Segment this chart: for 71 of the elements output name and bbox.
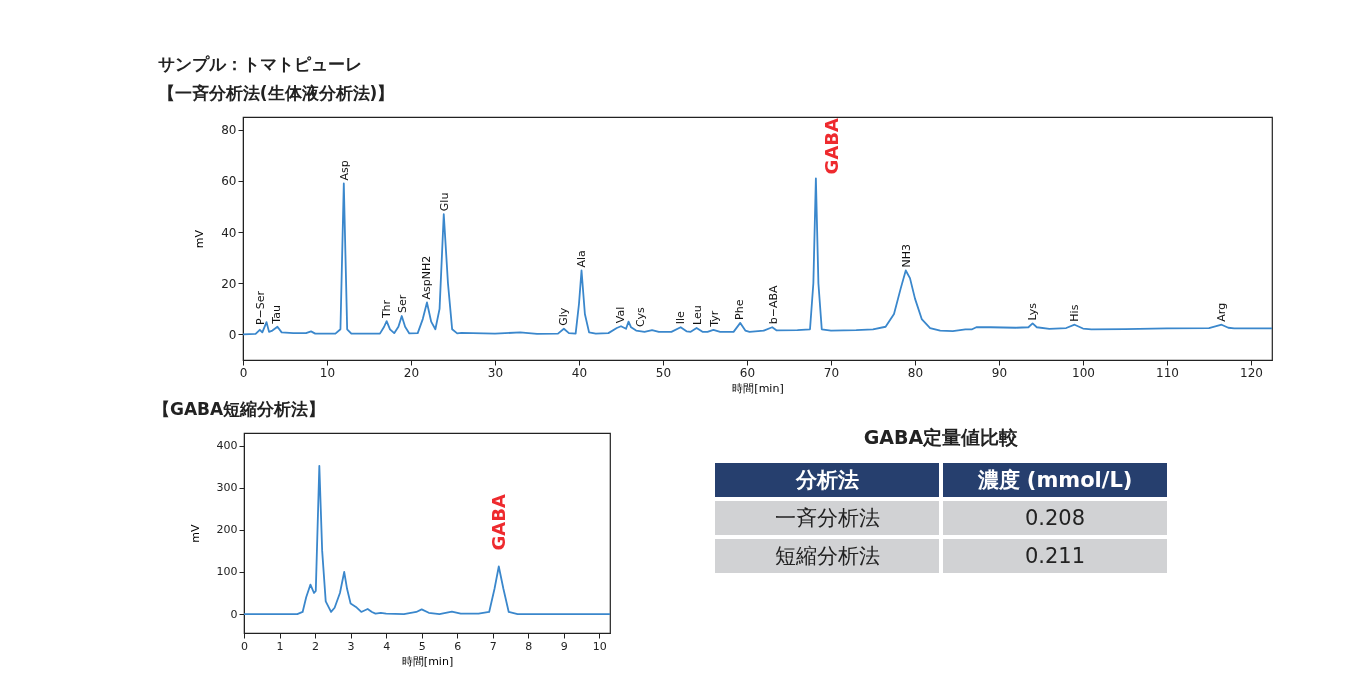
category-label: 短縮分析法 (715, 539, 939, 573)
annotation: Tau (270, 305, 284, 325)
annotation: Arg (1215, 302, 1229, 322)
annotation: Tyr (708, 310, 722, 328)
x-tick-label: 100 (1072, 365, 1095, 380)
x-tick-label: 50 (655, 365, 672, 380)
x-tick-label: 6 (454, 639, 462, 653)
annotation: Cys (634, 306, 648, 328)
annotation: Asp (337, 160, 351, 181)
y-tick-label: 100 (216, 565, 238, 579)
annotation: Glu (437, 192, 451, 212)
data-label: 0.208 (943, 501, 1167, 535)
text: GABA定量値比較 (862, 425, 1020, 450)
text: 濃度 (mmol/L) (943, 463, 1167, 497)
x-tick-label: 10 (592, 639, 607, 653)
x-tick-label: 9 (560, 639, 568, 653)
data-label: 0.211 (943, 539, 1167, 573)
annotation: Ser (395, 294, 409, 313)
x-tick-label: 8 (525, 639, 533, 653)
y-tick-label: 300 (216, 481, 238, 495)
x-tick-label: 1 (276, 639, 284, 653)
x-tick-label: 30 (487, 365, 504, 380)
annotation: Val (614, 306, 627, 324)
category-label: 一斉分析法 (715, 501, 939, 535)
x-tick-label: 80 (907, 365, 924, 380)
annotation: Thr (379, 299, 393, 320)
annotation: Gly (556, 307, 570, 326)
y-tick-label: 40 (221, 225, 237, 240)
x-tick-label: 40 (571, 365, 588, 380)
annotation: Leu (691, 305, 705, 326)
annotation: GABA (820, 117, 842, 175)
annotation: AspNH2 (419, 255, 433, 300)
y-tick-label: 20 (221, 276, 237, 291)
x-tick-label: 110 (1156, 365, 1179, 380)
annotation: b−ABA (766, 284, 780, 325)
x-tick-label: 0 (241, 639, 248, 653)
annotation: Ile (673, 310, 687, 325)
y-tick-label: 400 (216, 439, 238, 453)
y-axis-title: mV (188, 523, 202, 543)
annotation: Phe (733, 299, 747, 320)
annotation: Lys (1025, 302, 1039, 321)
annotation: Ala (574, 250, 588, 268)
x-tick-label: 5 (418, 639, 426, 653)
text: 分析法 (715, 463, 939, 497)
x-tick-label: 0 (239, 365, 248, 380)
x-tick-label: 20 (403, 365, 420, 380)
x-tick-label: 90 (991, 365, 1008, 380)
x-axis-title: 時間[min] (401, 654, 454, 668)
x-tick-label: 3 (347, 639, 355, 653)
y-tick-label: 0 (230, 607, 238, 621)
y-axis-title: mV (193, 229, 207, 249)
x-tick-label: 4 (383, 639, 391, 653)
x-tick-label: 10 (319, 365, 336, 380)
chart-subtitle: 【一斉分析法(生体液分析法)】 (157, 83, 395, 103)
y-tick-label: 60 (221, 174, 237, 189)
chart-title: サンプル：トマトピューレ (157, 54, 362, 74)
chart-title: 【GABA短縮分析法】 (153, 399, 326, 419)
annotation: P−Ser (253, 290, 267, 326)
annotation: GABA (487, 494, 509, 551)
x-tick-label: 120 (1240, 365, 1263, 380)
annotation: NH3 (899, 243, 913, 268)
y-tick-label: 80 (221, 123, 237, 138)
x-tick-label: 2 (312, 639, 320, 653)
x-tick-label: 60 (739, 365, 756, 380)
y-tick-label: 0 (228, 327, 237, 342)
line-series (244, 464, 610, 615)
y-tick-label: 200 (216, 523, 238, 537)
x-tick-label: 7 (489, 639, 497, 653)
annotation: His (1067, 304, 1081, 322)
x-tick-label: 70 (823, 365, 840, 380)
x-axis-title: 時間[min] (732, 381, 784, 395)
